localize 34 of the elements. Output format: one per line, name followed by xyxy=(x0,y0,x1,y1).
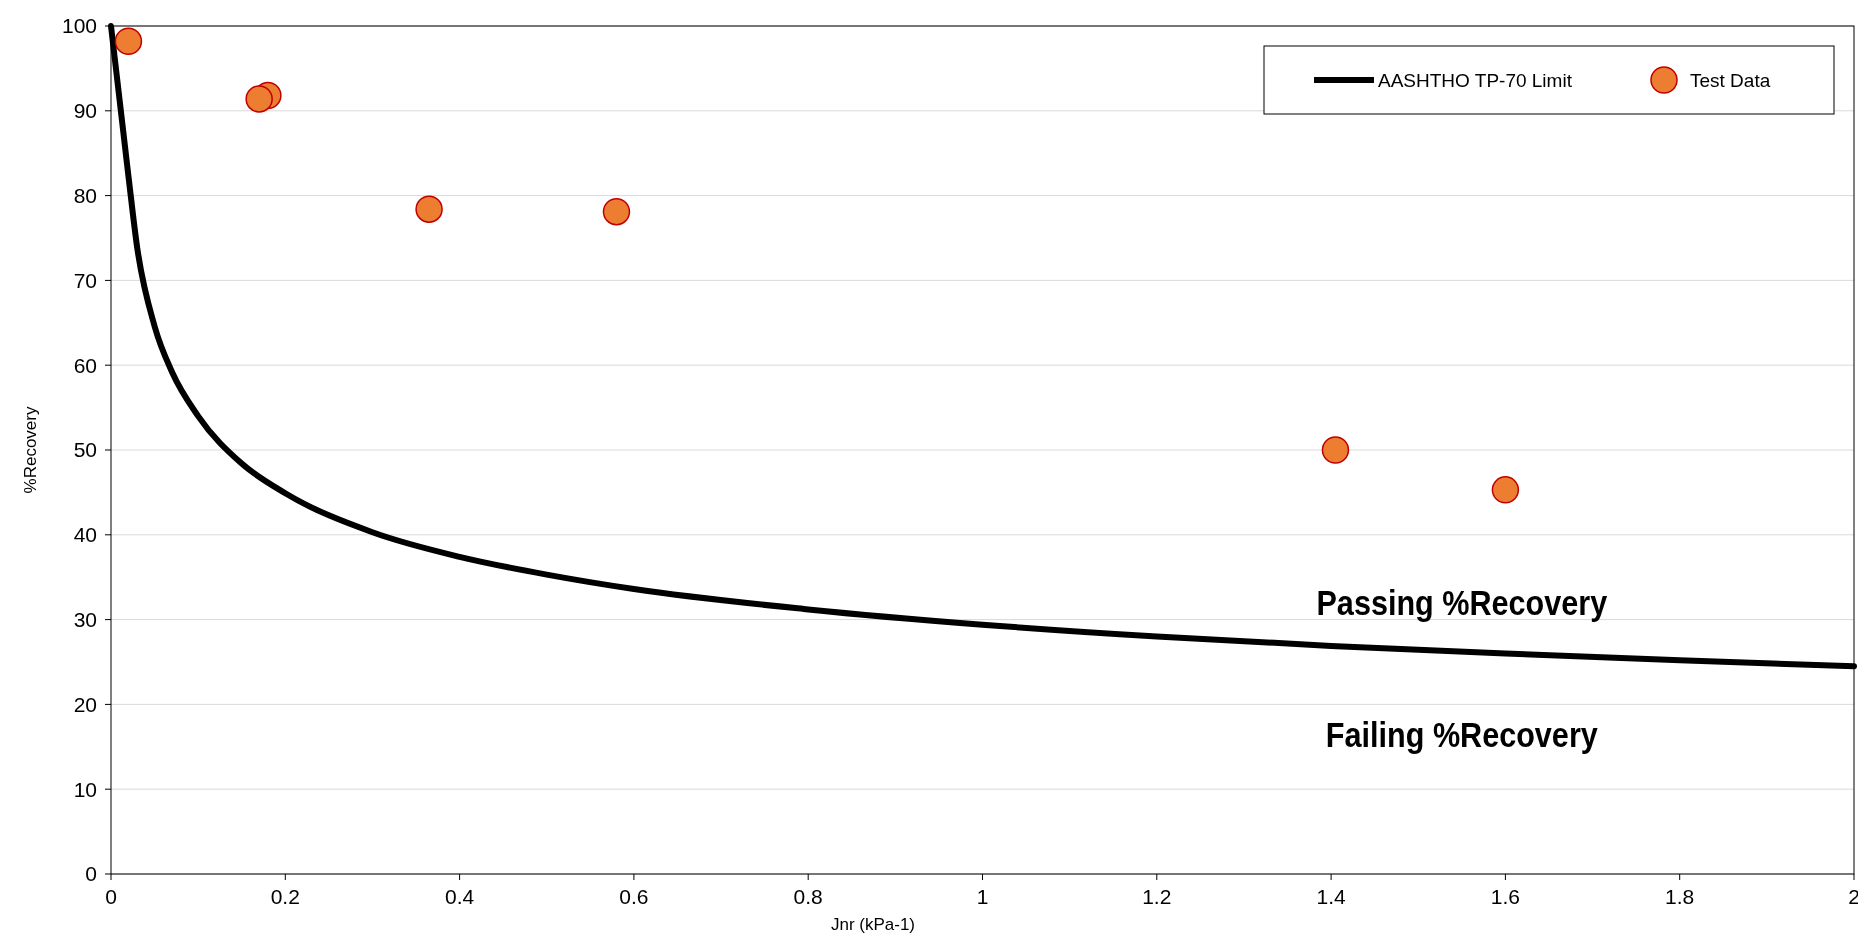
y-tick-label: 10 xyxy=(73,777,97,801)
point xyxy=(415,195,443,223)
x-tick-label: 1.6 xyxy=(1490,885,1520,908)
y-axis-title: %Recovery xyxy=(21,406,40,494)
point xyxy=(1321,436,1350,464)
y-tick-label: 40 xyxy=(73,523,97,547)
x-tick-label: 1 xyxy=(976,885,989,908)
y-tick-label: 90 xyxy=(73,99,97,123)
x-tick-label: 2 xyxy=(1848,885,1860,908)
y-tick-label: 100 xyxy=(61,14,97,38)
point xyxy=(602,197,631,226)
x-tick-label: 0 xyxy=(105,885,117,908)
y-tick-label: 20 xyxy=(73,692,97,716)
point xyxy=(114,27,143,56)
x-tick-label: 1.2 xyxy=(1142,885,1172,908)
y-tick-label: 80 xyxy=(73,183,97,207)
x-tick-label: 1.8 xyxy=(1665,885,1695,908)
point xyxy=(1491,476,1520,504)
x-tick-label: 0.4 xyxy=(445,885,475,908)
y-tick-label: 60 xyxy=(73,353,97,377)
y-tick-label: 30 xyxy=(73,607,97,631)
x-tick-label: 0.2 xyxy=(270,885,300,908)
y-tick-label: 0 xyxy=(85,862,97,886)
x-tick-label: 0.6 xyxy=(619,885,649,908)
x-tick-label: 1.4 xyxy=(1316,885,1347,908)
x-axis-title: Jnr (kPa-1) xyxy=(830,915,916,934)
y-tick-label: 50 xyxy=(73,438,97,462)
legend-label: Test Data xyxy=(1690,69,1771,91)
annotation: Failing %Recovery xyxy=(1325,714,1599,755)
point xyxy=(245,85,273,113)
x-tick-label: 0.8 xyxy=(793,885,823,908)
y-tick-label: 70 xyxy=(73,268,97,292)
annotation: Passing %Recovery xyxy=(1316,582,1608,623)
legend-label: AASHTHO TP-70 Limit xyxy=(1378,69,1573,91)
